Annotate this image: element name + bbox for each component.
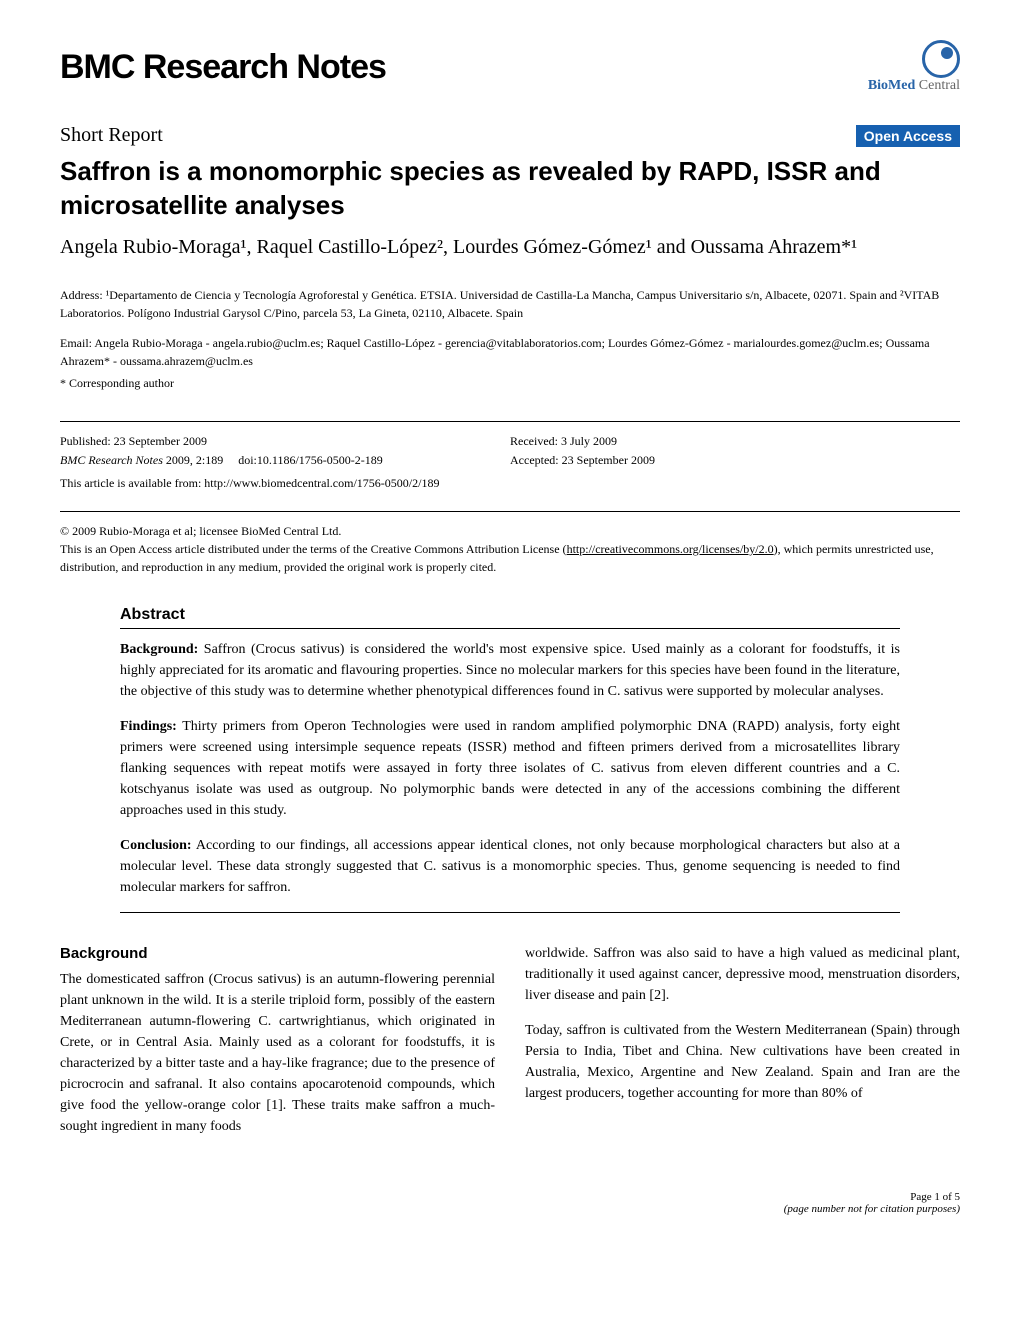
abstract-conclusion-text: According to our findings, all accession…: [120, 838, 900, 895]
abstract-background: Background: Saffron (Crocus sativus) is …: [120, 639, 900, 702]
body-two-column: Background The domesticated saffron (Cro…: [60, 943, 960, 1152]
abstract-findings: Findings: Thirty primers from Operon Tec…: [120, 716, 900, 821]
abstract-findings-label: Findings:: [120, 719, 177, 734]
article-type: Short Report: [60, 124, 163, 147]
publisher-brand: BioMed: [868, 78, 915, 93]
article-url: This article is available from: http://w…: [60, 476, 960, 491]
article-type-row: Short Report Open Access: [60, 124, 960, 147]
article-title: Saffron is a monomorphic species as reve…: [60, 155, 960, 223]
author-emails: Email: Angela Rubio-Moraga - angela.rubi…: [60, 334, 960, 370]
abstract-background-text: Saffron (Crocus sativus) is considered t…: [120, 642, 900, 699]
accepted-date: Accepted: 23 September 2009: [510, 451, 960, 470]
copyright-text-pre: This is an Open Access article distribut…: [60, 542, 567, 556]
copyright-line1: © 2009 Rubio-Moraga et al; licensee BioM…: [60, 522, 960, 540]
abstract-end-divider: [120, 912, 900, 913]
page-note: (page number not for citation purposes): [60, 1203, 960, 1215]
page-footer: Page 1 of 5 (page number not for citatio…: [60, 1191, 960, 1215]
dates-left-column: Published: 23 September 2009 BMC Researc…: [60, 432, 510, 470]
abstract-conclusion-label: Conclusion:: [120, 838, 192, 853]
biomed-circle-icon: [922, 40, 960, 78]
divider: [60, 421, 960, 422]
copyright-block: © 2009 Rubio-Moraga et al; licensee BioM…: [60, 522, 960, 576]
corresponding-author-note: * Corresponding author: [60, 376, 960, 391]
dates-right-column: Received: 3 July 2009 Accepted: 23 Septe…: [510, 432, 960, 470]
received-date: Received: 3 July 2009: [510, 432, 960, 451]
left-column: Background The domesticated saffron (Cro…: [60, 943, 495, 1152]
abstract-divider: [120, 628, 900, 629]
divider: [60, 511, 960, 512]
abstract-background-label: Background:: [120, 642, 198, 657]
publisher-suffix: Central: [919, 78, 960, 93]
background-heading: Background: [60, 943, 495, 966]
publisher-logo: BioMed Central: [868, 40, 960, 94]
published-date: Published: 23 September 2009: [60, 432, 510, 451]
copyright-line2-3: This is an Open Access article distribut…: [60, 540, 960, 576]
abstract-findings-text: Thirty primers from Operon Technologies …: [120, 719, 900, 818]
citation-doi: doi:10.1186/1756-0500-2-189: [238, 453, 383, 467]
citation-journal: BMC Research Notes: [60, 453, 163, 467]
body-left-para: The domesticated saffron (Crocus sativus…: [60, 969, 495, 1137]
citation: BMC Research Notes 2009, 2:189 doi:10.11…: [60, 451, 510, 470]
journal-name: BMC Research Notes: [60, 48, 386, 87]
abstract-heading: Abstract: [120, 606, 900, 624]
authors-list: Angela Rubio-Moraga¹, Raquel Castillo-Ló…: [60, 233, 960, 261]
abstract-conclusion: Conclusion: According to our findings, a…: [120, 835, 900, 898]
license-link[interactable]: http://creativecommons.org/licenses/by/2…: [567, 542, 774, 556]
publication-dates-row: Published: 23 September 2009 BMC Researc…: [60, 432, 960, 470]
journal-header: BMC Research Notes BioMed Central: [60, 40, 960, 94]
affiliations: Address: ¹Departamento de Ciencia y Tecn…: [60, 286, 960, 322]
body-right-para1: worldwide. Saffron was also said to have…: [525, 943, 960, 1006]
citation-year-vol: 2009, 2:189: [166, 453, 223, 467]
page-number: Page 1 of 5: [60, 1191, 960, 1203]
right-column: worldwide. Saffron was also said to have…: [525, 943, 960, 1152]
open-access-badge: Open Access: [856, 125, 960, 147]
abstract-section: Abstract Background: Saffron (Crocus sat…: [120, 606, 900, 913]
body-right-para2: Today, saffron is cultivated from the We…: [525, 1020, 960, 1104]
